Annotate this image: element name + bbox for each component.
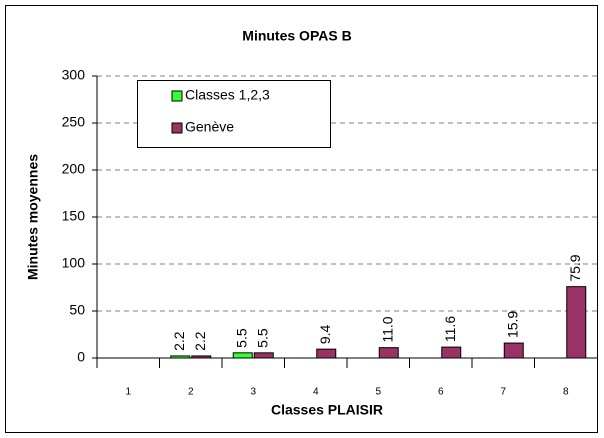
legend-label: Classes 1,2,3	[185, 87, 270, 103]
y-tick-label: 150	[62, 208, 86, 224]
x-tick-label: 5	[375, 387, 381, 398]
x-tick-label: 4	[313, 387, 319, 398]
x-tick-label: 3	[250, 387, 256, 398]
y-axis-label: Minutes moyennes	[25, 154, 41, 280]
bar	[566, 286, 587, 359]
value-label: 5.5	[233, 328, 249, 348]
y-tick-label: 0	[77, 349, 85, 365]
bar	[378, 347, 399, 359]
legend-box	[137, 80, 331, 148]
value-label: 11.6	[442, 316, 458, 342]
y-tick-label: 50	[69, 302, 85, 318]
y-tick-label: 200	[62, 161, 86, 177]
x-axis-label: Classes PLAISIR	[271, 402, 383, 418]
y-tick-label: 300	[62, 67, 86, 83]
y-tick-label: 100	[62, 255, 86, 271]
chart-title: Minutes OPAS B	[242, 28, 351, 44]
value-label: 11.0	[379, 316, 395, 342]
bar	[316, 348, 337, 359]
value-label: 2.2	[192, 331, 208, 351]
x-tick-label: 7	[500, 387, 506, 398]
value-label: 15.9	[504, 311, 520, 338]
bar	[253, 352, 274, 359]
x-tick-label: 8	[563, 387, 569, 398]
legend-label: Genève	[185, 119, 234, 135]
bar	[232, 352, 253, 359]
x-tick-label: 1	[125, 387, 131, 398]
y-tick-label: 250	[62, 114, 86, 130]
value-label: 9.4	[317, 324, 333, 344]
value-label: 2.2	[171, 331, 187, 351]
legend-swatch	[171, 90, 183, 102]
bar	[441, 346, 462, 359]
value-label: 5.5	[254, 328, 270, 348]
x-tick-label: 2	[188, 387, 194, 398]
bar	[191, 355, 212, 359]
legend-swatch	[171, 122, 183, 134]
bar	[503, 342, 524, 359]
bar	[170, 355, 191, 359]
value-label: 75.9	[567, 254, 583, 281]
x-tick-label: 6	[438, 387, 444, 398]
chart-frame	[5, 5, 598, 433]
